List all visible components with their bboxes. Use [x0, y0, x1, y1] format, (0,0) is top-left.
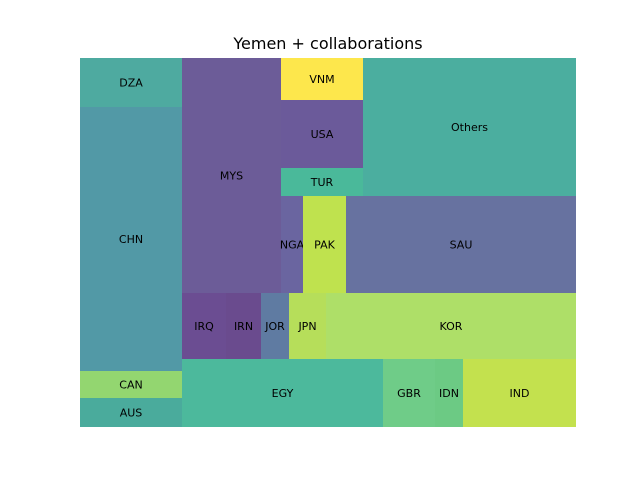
treemap-tiles: DZA CHN CAN AUS MYS VNM USA TUR NGA PAK SAU Others I…	[80, 58, 576, 427]
tile-label-others: Others	[451, 121, 488, 134]
tile-tur	[281, 168, 363, 196]
tile-aus	[80, 398, 182, 427]
tile-label-can: CAN	[119, 379, 142, 392]
tile-label-tur: TUR	[310, 176, 334, 189]
tile-label-jor: JOR	[264, 320, 285, 333]
tile-label-ind: IND	[510, 387, 530, 400]
tile-dza	[80, 58, 182, 107]
tile-label-irq: IRQ	[194, 320, 214, 333]
tile-label-aus: AUS	[120, 407, 143, 420]
tile-label-chn: CHN	[119, 233, 143, 246]
tile-label-vnm: VNM	[309, 73, 334, 86]
tile-label-usa: USA	[311, 128, 334, 141]
tile-jpn	[289, 293, 326, 359]
tile-egy	[182, 359, 383, 427]
tile-others	[363, 58, 576, 196]
tile-kor	[326, 293, 576, 359]
tile-ind	[463, 359, 576, 427]
tile-label-idn: IDN	[439, 387, 459, 400]
tile-idn	[435, 359, 463, 427]
tile-label-dza: DZA	[119, 77, 143, 90]
tile-label-mys: MYS	[220, 170, 243, 183]
tile-label-jpn: JPN	[297, 320, 316, 333]
tile-irq	[182, 293, 226, 359]
tile-label-pak: PAK	[314, 239, 335, 252]
tile-jor	[261, 293, 289, 359]
tile-nga	[281, 196, 303, 293]
tile-label-gbr: GBR	[397, 387, 421, 400]
tile-label-nga: NGA	[280, 239, 305, 252]
tile-gbr	[383, 359, 435, 427]
tile-irn	[226, 293, 261, 359]
tile-sau	[346, 196, 576, 293]
tile-label-egy: EGY	[272, 387, 294, 400]
tile-label-irn: IRN	[234, 320, 253, 333]
tile-vnm	[281, 58, 363, 100]
chart-title: Yemen + collaborations	[232, 34, 422, 53]
tile-chn	[80, 107, 182, 371]
tile-pak	[303, 196, 346, 293]
tile-label-kor: KOR	[440, 320, 463, 333]
tile-can	[80, 371, 182, 398]
tile-label-sau: SAU	[450, 239, 473, 252]
tile-mys	[182, 58, 281, 293]
tile-usa	[281, 100, 363, 168]
